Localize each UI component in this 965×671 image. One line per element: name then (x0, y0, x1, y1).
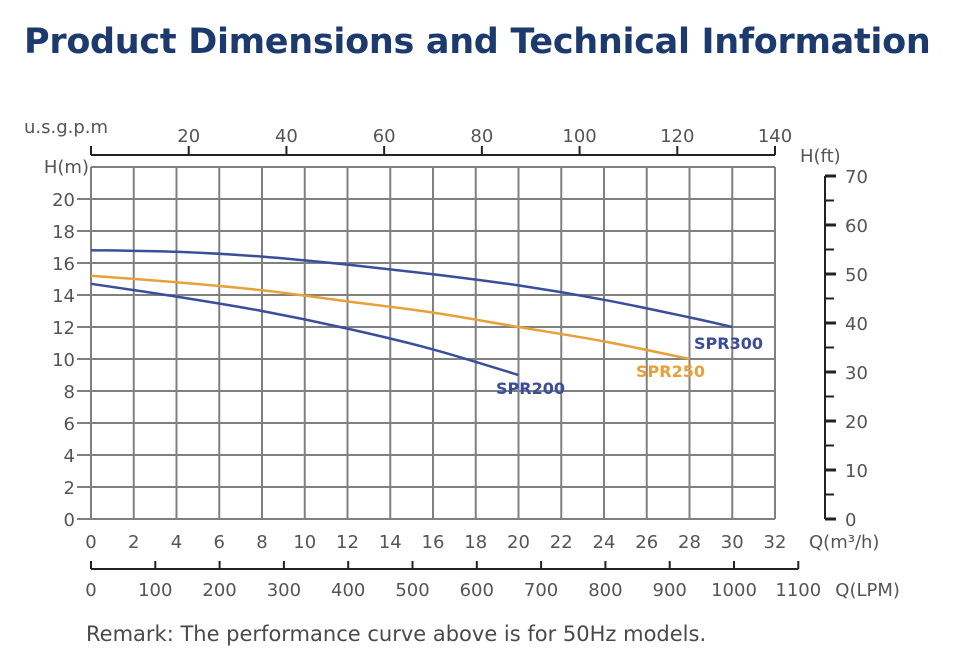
right-axis-tick-label: 50 (845, 265, 868, 286)
y-tick-label: 14 (52, 286, 75, 307)
x-tick-label: 8 (256, 532, 267, 553)
x-tick-label: 10 (293, 532, 316, 553)
right-axis-label: H(ft) (800, 146, 841, 167)
lpm-axis-tick-label: 0 (85, 580, 96, 601)
x-tick-label: 4 (171, 532, 182, 553)
right-axis-tick-label: 0 (845, 510, 856, 531)
x-tick-label: 2 (128, 532, 139, 553)
y-tick-label: 8 (64, 382, 75, 403)
right-axis-tick-label: 10 (845, 461, 868, 482)
series-label-spr250: SPR250 (636, 362, 705, 381)
y-tick-label: 20 (52, 190, 75, 211)
y-tick-label: 4 (64, 446, 75, 467)
x-tick-label: 16 (422, 532, 445, 553)
series-label-spr300: SPR300 (694, 334, 763, 353)
x-tick-label: 28 (678, 532, 701, 553)
lpm-axis-tick-label: 1000 (711, 580, 757, 601)
lpm-axis-tick-label: 600 (460, 580, 494, 601)
top-axis-label: u.s.g.p.m (24, 117, 108, 138)
y-axis-label: H(m) (44, 157, 89, 178)
top-axis-tick-label: 40 (275, 126, 298, 147)
lpm-axis-tick-label: 1100 (775, 580, 821, 601)
x-tick-label: 0 (85, 532, 96, 553)
right-axis-tick-label: 20 (845, 412, 868, 433)
y-tick-label: 12 (52, 318, 75, 339)
lpm-axis-tick-label: 100 (138, 580, 172, 601)
top-axis-tick-label: 80 (470, 126, 493, 147)
lpm-axis-tick-label: 900 (653, 580, 687, 601)
lpm-axis-label: Q(LPM) (835, 580, 900, 601)
x-tick-label: 12 (336, 532, 359, 553)
x-tick-label: 6 (214, 532, 225, 553)
x-tick-label: 26 (635, 532, 658, 553)
right-axis-tick-label: 60 (845, 216, 868, 237)
series-label-spr200: SPR200 (496, 379, 565, 398)
x-tick-label: 20 (507, 532, 530, 553)
y-tick-label: 10 (52, 350, 75, 371)
lpm-axis-tick-label: 300 (267, 580, 301, 601)
right-axis-tick-label: 40 (845, 314, 868, 335)
lpm-axis-tick-label: 500 (395, 580, 429, 601)
lpm-axis-tick-label: 800 (588, 580, 622, 601)
x-tick-label: 32 (764, 532, 787, 553)
lpm-axis-tick-label: 200 (202, 580, 236, 601)
x-tick-label: 22 (550, 532, 573, 553)
y-tick-label: 16 (52, 254, 75, 275)
series-line-spr250 (90, 274, 690, 361)
top-axis-tick-label: 140 (758, 126, 792, 147)
x-tick-label: 18 (464, 532, 487, 553)
y-tick-label: 2 (64, 478, 75, 499)
y-tick-label: 0 (64, 510, 75, 531)
x-tick-label: 24 (593, 532, 616, 553)
x-tick-label: 30 (721, 532, 744, 553)
top-axis-tick-label: 60 (373, 126, 396, 147)
top-axis-tick-label: 20 (177, 126, 200, 147)
series-line-spr200 (90, 282, 519, 377)
x-tick-label: 14 (379, 532, 402, 553)
y-tick-label: 6 (64, 414, 75, 435)
x-axis-label: Q(m³/h) (809, 532, 879, 553)
lpm-axis-tick-label: 700 (524, 580, 558, 601)
right-axis-tick-label: 70 (845, 167, 868, 188)
top-axis-tick-label: 120 (660, 126, 694, 147)
series-line-spr300 (90, 248, 733, 329)
y-tick-label: 18 (52, 222, 75, 243)
right-axis-tick-label: 30 (845, 363, 868, 384)
page-title: Product Dimensions and Technical Informa… (24, 22, 931, 62)
lpm-axis-tick-label: 400 (331, 580, 365, 601)
remark-text: Remark: The performance curve above is f… (86, 622, 707, 646)
top-axis-tick-label: 100 (562, 126, 596, 147)
